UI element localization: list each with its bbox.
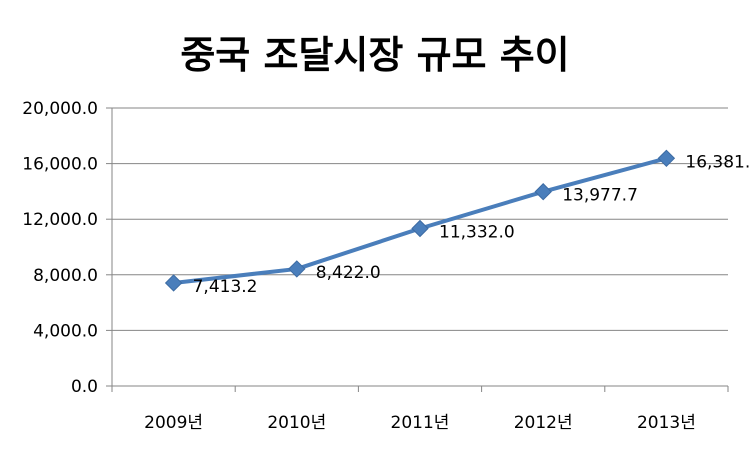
data-label: 11,332.0 — [439, 222, 515, 242]
data-point-marker — [164, 274, 183, 292]
data-label: 13,977.7 — [562, 186, 638, 206]
data-label: 7,413.2 — [193, 277, 258, 297]
x-tick-label: 2011년 — [391, 413, 450, 433]
y-tick-label: 16,000.0 — [22, 155, 98, 175]
x-tick-label: 2010년 — [267, 413, 326, 433]
data-point-marker — [411, 219, 429, 238]
y-tick-label: 8,000.0 — [33, 266, 98, 286]
data-label: 16,381.1 — [685, 152, 750, 172]
y-tick-label: 0.0 — [71, 377, 98, 397]
x-tick-label: 2012년 — [514, 413, 573, 433]
data-point-marker — [534, 183, 552, 201]
data-label: 8,422.0 — [316, 263, 381, 283]
x-axis: 2009년 2010년 2011년 2012년 2013년 — [111, 385, 729, 433]
gridlines — [112, 107, 728, 387]
data-point-marker — [288, 260, 306, 278]
y-tick-label: 20,000.0 — [22, 99, 98, 119]
data-labels: 7,413.2 8,422.0 11,332.0 13,977.7 16,381.1 — [193, 152, 750, 297]
chart-title: 중국 조달시장 규모 추이 — [180, 33, 569, 77]
y-axis: 0.0 4,000.0 8,000.0 12,000.0 16,000.0 20,000.… — [22, 99, 113, 397]
x-tick-label: 2013년 — [637, 413, 696, 433]
data-point-marker — [657, 149, 676, 168]
series-group — [164, 149, 676, 292]
y-tick-label: 4,000.0 — [33, 321, 98, 341]
y-tick-label: 12,000.0 — [22, 210, 98, 230]
x-tick-label: 2009년 — [144, 413, 203, 433]
